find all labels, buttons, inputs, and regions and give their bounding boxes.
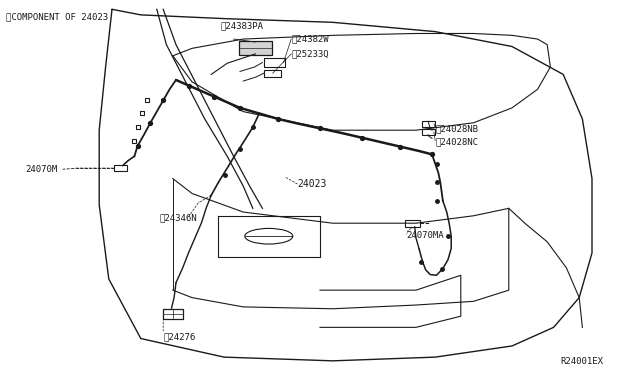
Text: ※24028NC: ※24028NC <box>435 138 478 147</box>
Text: ※24028NB: ※24028NB <box>435 124 478 133</box>
Bar <box>405 220 420 227</box>
Text: ※25233Q: ※25233Q <box>291 49 329 58</box>
Text: 24023: 24023 <box>298 179 327 189</box>
Text: 24070M: 24070M <box>26 165 58 174</box>
Text: ※24346N: ※24346N <box>160 213 198 222</box>
Text: ※COMPONENT OF 24023: ※COMPONENT OF 24023 <box>6 12 109 21</box>
FancyBboxPatch shape <box>163 309 183 319</box>
FancyBboxPatch shape <box>239 41 272 55</box>
Bar <box>114 165 127 171</box>
Text: ※24382W: ※24382W <box>291 35 329 44</box>
Text: ※24276: ※24276 <box>163 332 195 341</box>
Text: R24001EX: R24001EX <box>560 357 603 366</box>
Text: 24070MA: 24070MA <box>406 231 444 240</box>
FancyBboxPatch shape <box>264 58 285 67</box>
Text: ※24383PA: ※24383PA <box>221 22 264 31</box>
FancyBboxPatch shape <box>422 121 435 127</box>
FancyBboxPatch shape <box>264 70 281 77</box>
FancyBboxPatch shape <box>422 129 435 135</box>
